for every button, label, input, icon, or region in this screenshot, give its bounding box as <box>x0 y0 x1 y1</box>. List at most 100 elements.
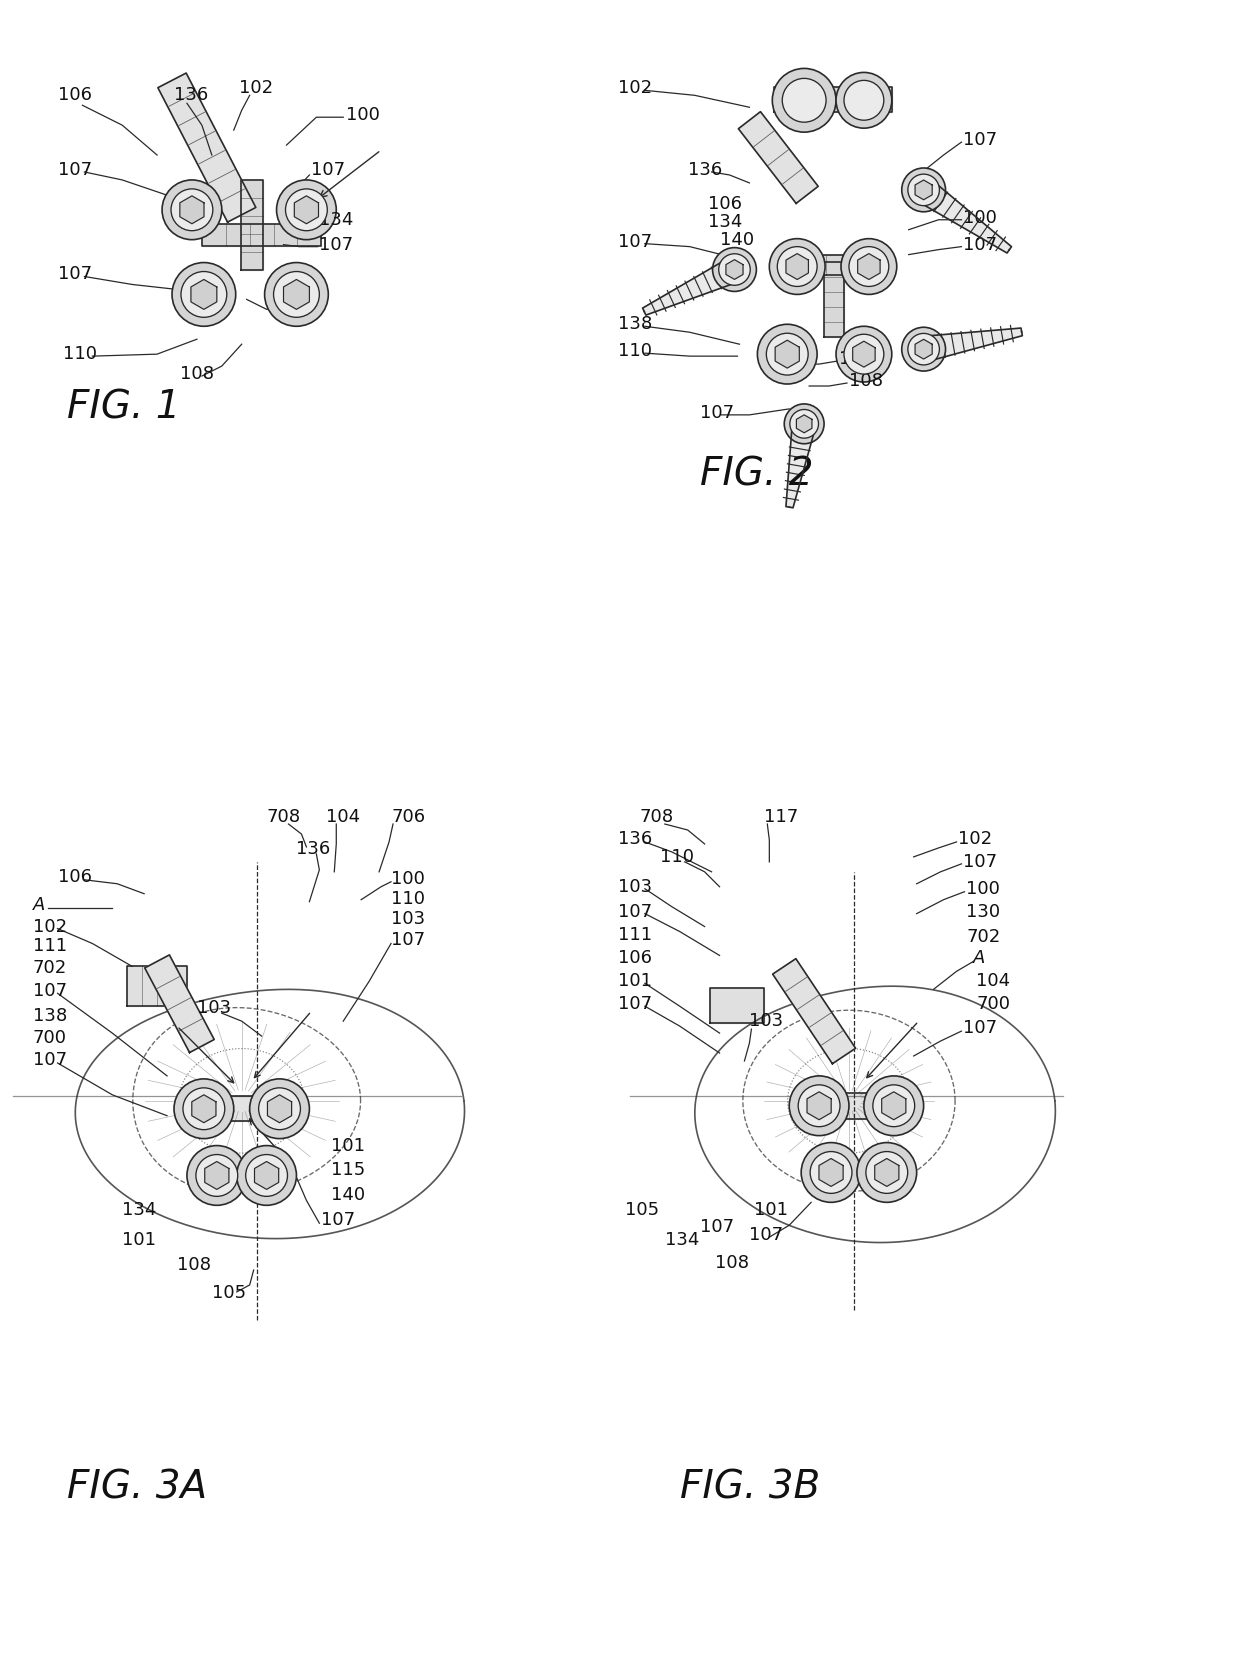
Text: 130: 130 <box>966 902 1001 921</box>
Text: 136: 136 <box>296 839 331 858</box>
Circle shape <box>264 263 329 326</box>
Polygon shape <box>786 254 808 279</box>
Text: 101: 101 <box>123 1232 156 1250</box>
Circle shape <box>849 246 889 286</box>
Circle shape <box>866 1152 908 1193</box>
Circle shape <box>196 1155 238 1197</box>
Polygon shape <box>284 279 310 309</box>
Circle shape <box>773 68 836 133</box>
Text: 107: 107 <box>618 233 652 251</box>
Polygon shape <box>642 258 740 316</box>
Circle shape <box>713 248 756 291</box>
Polygon shape <box>738 111 818 203</box>
Circle shape <box>844 334 884 374</box>
Text: FIG. 1: FIG. 1 <box>67 389 181 427</box>
Circle shape <box>172 263 236 326</box>
Polygon shape <box>182 1095 301 1120</box>
Circle shape <box>171 189 213 231</box>
Text: 700: 700 <box>32 1029 67 1047</box>
Circle shape <box>249 1079 310 1138</box>
Polygon shape <box>774 88 892 113</box>
Polygon shape <box>773 959 856 1064</box>
Polygon shape <box>241 179 263 269</box>
Polygon shape <box>882 1092 906 1120</box>
Text: 700: 700 <box>976 996 1011 1014</box>
Polygon shape <box>786 422 816 509</box>
Text: 107: 107 <box>391 931 425 949</box>
Circle shape <box>836 326 892 382</box>
Circle shape <box>274 271 320 317</box>
Text: 110: 110 <box>62 346 97 362</box>
Polygon shape <box>709 989 764 1024</box>
Text: A: A <box>32 896 45 914</box>
Circle shape <box>864 1075 924 1135</box>
Text: 706: 706 <box>391 808 425 826</box>
Polygon shape <box>192 1095 216 1124</box>
Text: 110: 110 <box>660 848 694 866</box>
Polygon shape <box>157 73 255 223</box>
Text: 117: 117 <box>764 808 799 826</box>
Polygon shape <box>145 956 215 1052</box>
Polygon shape <box>916 179 1012 253</box>
Text: FIG. 3A: FIG. 3A <box>67 1469 207 1507</box>
Circle shape <box>181 271 227 317</box>
Circle shape <box>799 1085 839 1127</box>
Text: 103: 103 <box>197 999 231 1017</box>
Text: 104: 104 <box>284 296 317 314</box>
Text: 708: 708 <box>267 808 301 826</box>
Text: 108: 108 <box>180 366 215 382</box>
Polygon shape <box>915 179 932 199</box>
Circle shape <box>277 179 336 239</box>
Circle shape <box>184 1089 224 1130</box>
Circle shape <box>237 1145 296 1205</box>
Polygon shape <box>180 196 205 224</box>
Polygon shape <box>853 341 875 367</box>
Text: 104: 104 <box>839 351 873 367</box>
Circle shape <box>285 189 327 231</box>
Text: 107: 107 <box>963 131 997 150</box>
Text: 103: 103 <box>749 1012 784 1030</box>
Text: 108: 108 <box>177 1256 211 1275</box>
Polygon shape <box>825 263 844 337</box>
Text: 105: 105 <box>625 1202 660 1220</box>
Text: FIG. 3B: FIG. 3B <box>680 1469 820 1507</box>
Text: 138: 138 <box>32 1007 67 1025</box>
Text: 136: 136 <box>688 161 722 179</box>
Circle shape <box>790 409 818 439</box>
Text: 100: 100 <box>966 879 1001 897</box>
Text: 107: 107 <box>963 236 997 254</box>
Circle shape <box>901 168 946 211</box>
Circle shape <box>162 179 222 239</box>
Polygon shape <box>794 254 874 274</box>
Circle shape <box>810 1152 852 1193</box>
Text: 106: 106 <box>57 86 92 105</box>
Text: 100: 100 <box>346 106 381 125</box>
Text: 108: 108 <box>849 372 883 391</box>
Polygon shape <box>775 341 800 367</box>
Circle shape <box>766 334 808 376</box>
Circle shape <box>873 1085 915 1127</box>
Text: 107: 107 <box>320 236 353 254</box>
Text: 107: 107 <box>57 266 92 284</box>
Polygon shape <box>858 254 880 279</box>
Circle shape <box>801 1142 861 1202</box>
Text: 111: 111 <box>618 926 652 944</box>
Circle shape <box>784 404 825 444</box>
Text: 115: 115 <box>331 1162 366 1180</box>
Text: 110: 110 <box>618 342 652 361</box>
Polygon shape <box>191 279 217 309</box>
Text: 140: 140 <box>719 231 754 249</box>
Circle shape <box>758 324 817 384</box>
Text: 107: 107 <box>699 404 734 422</box>
Text: 106: 106 <box>618 949 652 967</box>
Text: 106: 106 <box>708 194 742 213</box>
Text: 107: 107 <box>963 853 997 871</box>
Text: 134: 134 <box>320 211 353 229</box>
Polygon shape <box>205 1162 229 1190</box>
Polygon shape <box>807 1092 831 1120</box>
Text: 110: 110 <box>391 889 425 907</box>
Text: 108: 108 <box>714 1255 749 1271</box>
Text: 104: 104 <box>326 808 361 826</box>
Circle shape <box>259 1089 300 1130</box>
Polygon shape <box>268 1095 291 1124</box>
